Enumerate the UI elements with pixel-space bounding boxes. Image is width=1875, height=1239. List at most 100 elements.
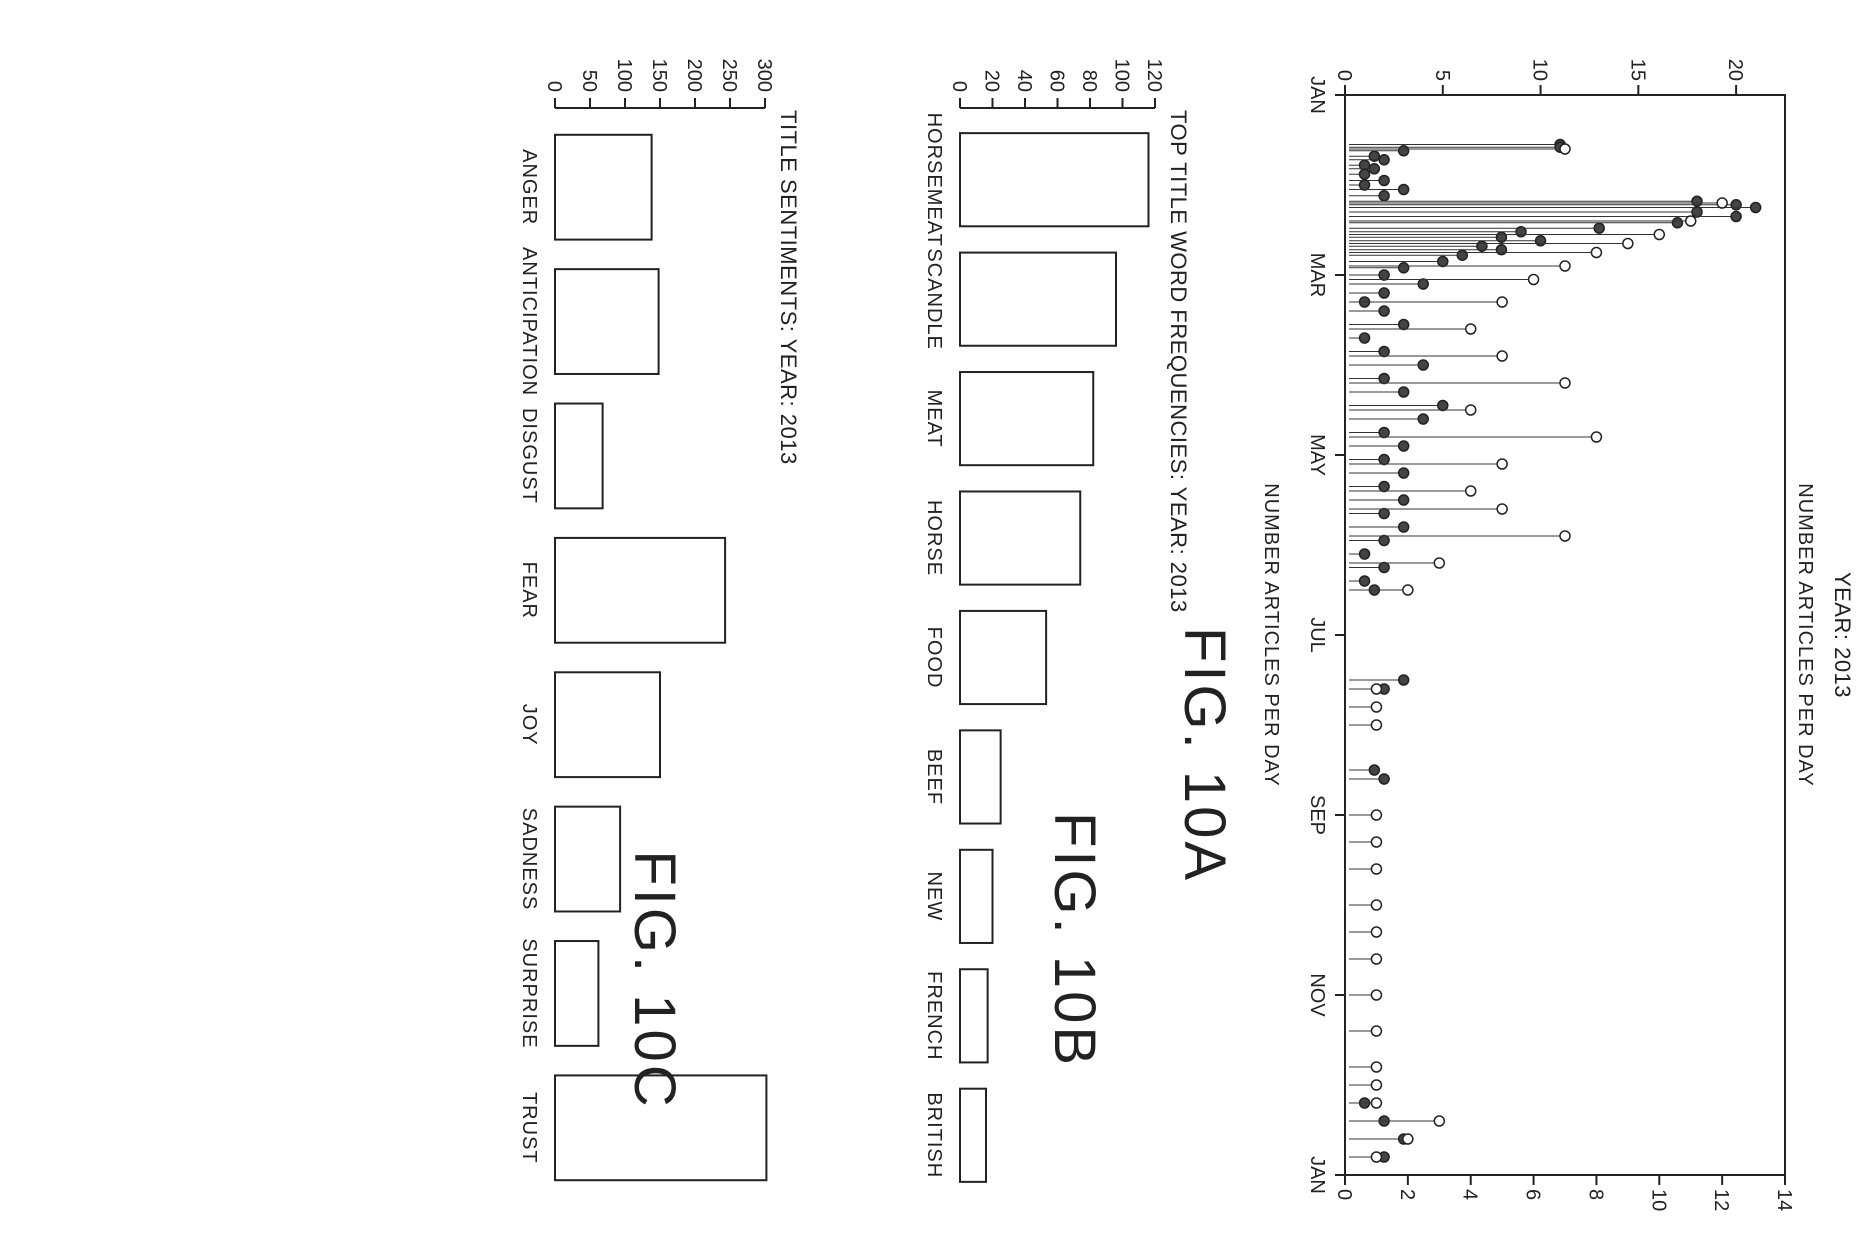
fig10a-caption: FIG. 10A [1172, 627, 1237, 883]
fig10b-value-axis: 0 20 40 60 80 100 120 [948, 59, 1165, 109]
fig10a-open-point [1559, 530, 1571, 542]
fig10a-filled-point [1593, 222, 1605, 234]
fig10a-filled-point [1378, 190, 1390, 202]
fig10a-open-point [1496, 350, 1508, 362]
fig10a-title: YEAR: 2013 [1830, 572, 1855, 698]
fig10a-right-tick-label: 14 [1773, 1189, 1795, 1211]
fig10b-bar [959, 251, 1117, 347]
fig10a-filled-point [1378, 507, 1390, 520]
fig10a-filled-point [1378, 561, 1390, 574]
fig10c-chart: TITLE SENTIMENTS: YEAR: 2013 0 50 100 150 20… [518, 59, 801, 1182]
fig10a-x-tick-label: JUL [1306, 617, 1328, 653]
fig10c-category-label: SADNESS [518, 808, 540, 911]
fig10c-bar [553, 268, 660, 375]
fig10b-tick-label: 120 [1143, 59, 1165, 92]
fig10a-filled-point [1691, 206, 1703, 218]
fig10a-filled-point [1417, 359, 1429, 371]
fig10a-right-tick-label: 0 [1333, 1189, 1355, 1200]
fig10a-filled-point [1397, 467, 1410, 479]
fig10c-tick-label: 200 [683, 59, 705, 92]
fig10a-open-point [1464, 323, 1477, 335]
fig10a-open-point [1370, 1097, 1383, 1109]
fig10c-bar [553, 402, 604, 510]
fig10c-tick-label: 300 [753, 59, 775, 92]
fig10a-open-point [1653, 228, 1666, 241]
fig10c-bar [553, 133, 653, 241]
fig10c-category-label: TRUST [518, 1092, 540, 1164]
fig10a-open-point [1464, 485, 1477, 497]
fig10b-category-label: HORSE [923, 500, 945, 576]
fig10b-category-label: BEEF [923, 749, 945, 805]
fig10a-right-axis: 0 2 4 6 8 10 12 14 [1333, 1175, 1795, 1211]
fig10c-bars: ANGER ANTICIPATION DISGUST FEAR JOY SADNESS SU… [518, 133, 768, 1182]
fig10b-bar [959, 1087, 987, 1183]
fig10a-open-point [1684, 215, 1697, 227]
fig10a-filled-point [1368, 163, 1381, 175]
fig10b-bar [959, 371, 1095, 467]
fig10b-tick-label: 0 [948, 81, 970, 92]
fig10a-filled-point [1378, 287, 1390, 299]
fig10a-open-point [1370, 809, 1383, 821]
fig10a-filled-point [1397, 262, 1410, 274]
fig10b-category-label: FRENCH [923, 971, 945, 1060]
fig10c-category-label: FEAR [518, 562, 540, 619]
fig10a-right-tick-label: 6 [1522, 1189, 1544, 1200]
fig10a-filled-point [1456, 249, 1469, 261]
fig10b-category-label: SCANDLE [923, 248, 945, 349]
fig10c-bar [553, 536, 727, 644]
fig10b-tick-label: 100 [1111, 59, 1133, 92]
fig10a-open-point [1464, 404, 1477, 416]
fig10a-open-point [1496, 503, 1508, 515]
fig10a-open-point [1433, 557, 1446, 569]
fig10a-filled-point [1749, 201, 1762, 214]
fig10c-bar [553, 805, 622, 913]
fig10a-filled-point [1417, 278, 1429, 290]
fig10a-open-point [1402, 1133, 1414, 1145]
fig10a-open-point [1370, 1079, 1383, 1091]
fig10c-category-label: ANTICIPATION [518, 247, 540, 396]
fig10a-filled-point [1378, 305, 1390, 317]
fig10b-caption: FIG. 10B [1042, 812, 1107, 1068]
fig10a-filled-point [1378, 453, 1390, 466]
fig10c-bar [554, 940, 600, 1047]
fig10b-tick-label: 20 [981, 70, 1003, 92]
fig10a-filled-point [1397, 318, 1410, 331]
fig10a-filled-point [1358, 332, 1371, 344]
fig10a-open-point [1370, 701, 1383, 713]
fig10a-right-tick-label: 8 [1584, 1189, 1606, 1200]
fig10a-points [1349, 138, 1762, 1163]
fig10a-filled-point [1358, 575, 1371, 587]
fig10a-filled-point [1671, 217, 1684, 229]
fig10a-filled-point [1358, 168, 1371, 180]
fig10a-open-point [1622, 237, 1634, 250]
fig10a-open-point [1370, 719, 1383, 731]
fig10b-category-label: HORSEMEAT [923, 113, 945, 247]
fig10a-filled-point [1397, 440, 1410, 452]
fig10b-tick-label: 60 [1046, 70, 1068, 92]
fig10a-open-point [1559, 143, 1571, 155]
fig10a-right-tick-label: 2 [1396, 1189, 1418, 1200]
fig10a-right-tick-label: 4 [1459, 1189, 1481, 1200]
fig10a-filled-point [1534, 235, 1547, 247]
fig10a-filled-point [1397, 183, 1410, 196]
fig10a-filled-point [1437, 255, 1449, 268]
fig10a-filled-point [1378, 345, 1390, 358]
fig10a-filled-point [1495, 244, 1508, 256]
fig10a-left-tick-label: 0 [1333, 70, 1355, 81]
fig10a-open-point [1370, 836, 1383, 848]
fig10b-bar [959, 729, 1002, 825]
fig10b-chart: TOP TITLE WORD FREQUENCIES: YEAR: 2013 0… [923, 59, 1191, 1183]
fig10b-bar [959, 848, 994, 944]
fig10a-filled-point [1378, 480, 1390, 493]
fig10a-plot-frame [1344, 94, 1786, 1176]
fig10c-category-label: JOY [518, 704, 540, 746]
fig10a-filled-point [1397, 674, 1410, 686]
fig10a-left-axis-label: NUMBER ARTICLES PER DAY [1260, 483, 1282, 786]
fig10b-bar [959, 609, 1048, 706]
fig10a-left-tick-label: 20 [1724, 59, 1746, 81]
fig10a-open-point [1496, 458, 1508, 470]
fig10a-right-tick-label: 12 [1710, 1189, 1732, 1211]
